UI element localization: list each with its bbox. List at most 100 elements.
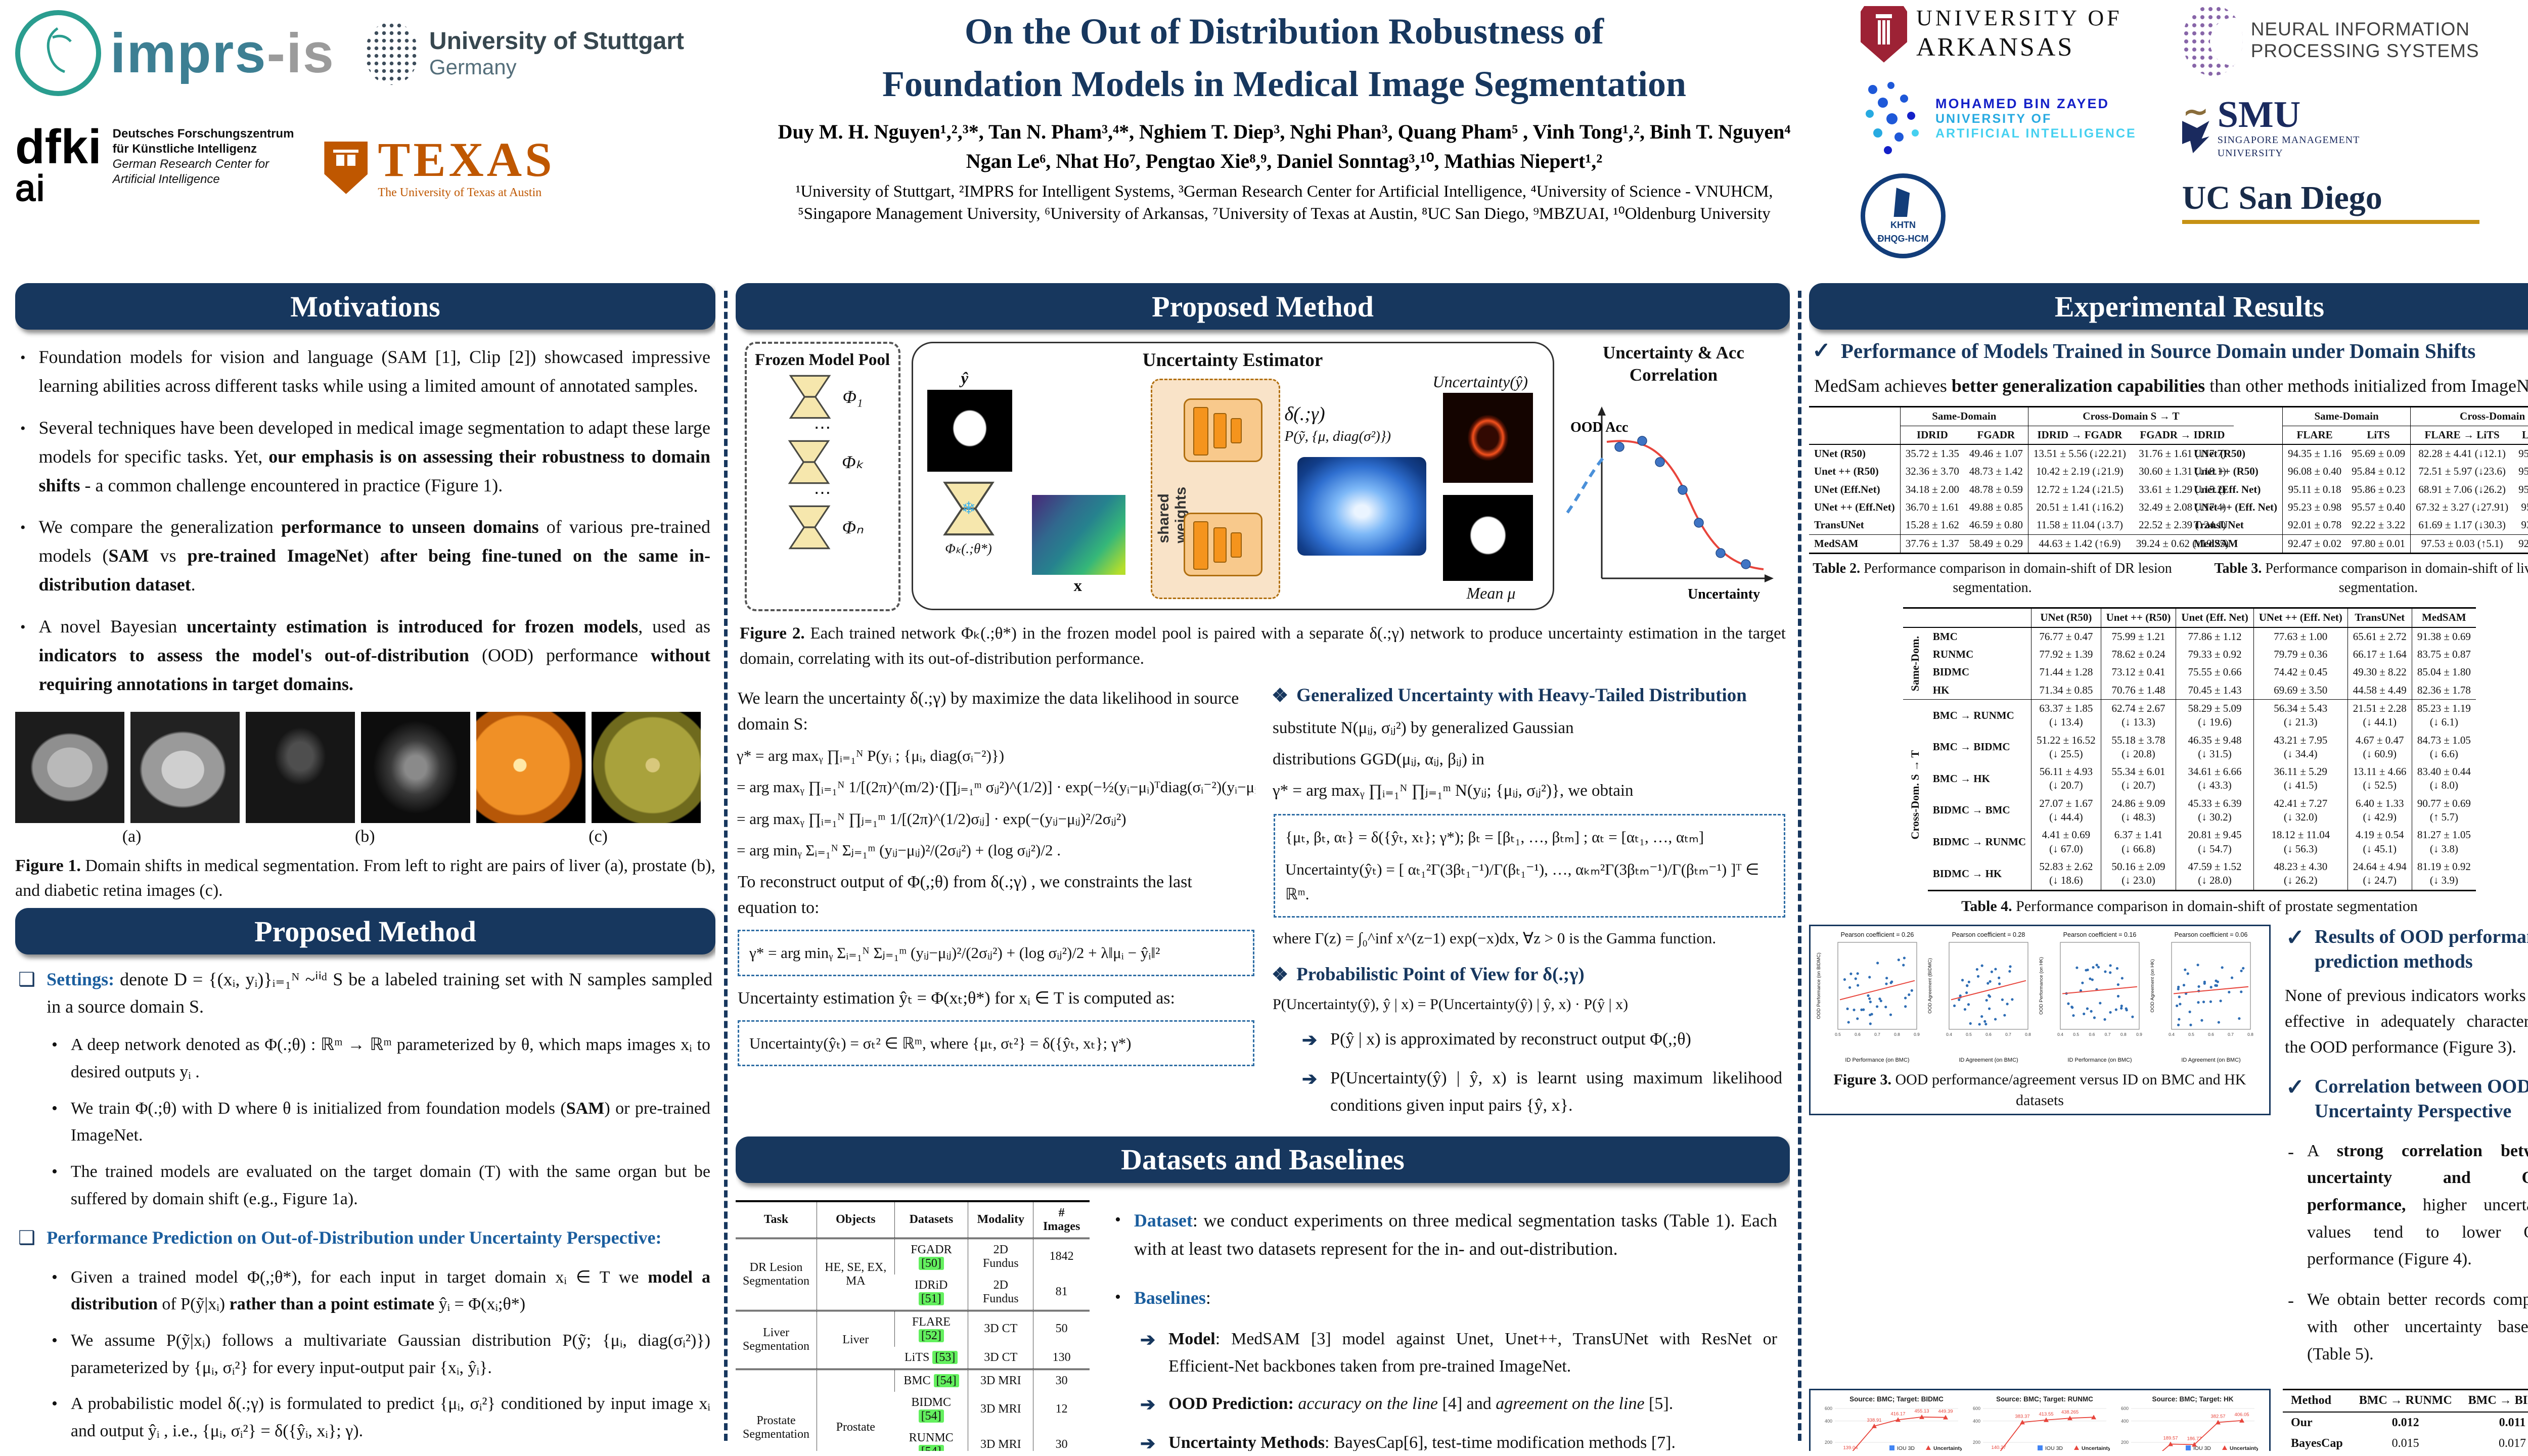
svg-text:0.9: 0.9 — [2136, 1032, 2142, 1037]
svg-text:455.13: 455.13 — [1914, 1408, 1929, 1414]
network-hourglass-icon — [789, 375, 831, 419]
column-header: # Images — [1033, 1200, 1090, 1239]
affiliations-line2: ⁵Singapore Management University, ⁶Unive… — [798, 205, 1771, 223]
network-hourglass-icon — [788, 440, 830, 484]
header-logos-right: UNIVERSITY OF ARKANSAS MOHAMED BIN ZAYED… — [1861, 5, 2528, 259]
stuttgart-name: University of Stuttgart — [429, 27, 684, 55]
delta-network-panel: shared weights — [1150, 379, 1280, 599]
value-cell: 82.36 ± 1.78 — [2411, 681, 2476, 700]
table-row: Liver Segmentation Liver FLARE [52] 3D CT 50 — [736, 1309, 1090, 1370]
value-cell: 76.77 ± 0.47 — [2031, 627, 2101, 646]
svg-text:IOU 3D: IOU 3D — [1897, 1445, 1915, 1451]
mbzuai-logo: MOHAMED BIN ZAYED UNIVERSITY OF ARTIFICI… — [1861, 80, 2137, 156]
yhat-mask-image — [927, 390, 1012, 472]
svg-text:Pearson coefficient = 0.28: Pearson coefficient = 0.28 — [1952, 931, 2025, 938]
table-row: BMC → BIDMC 51.22 ± 16.52 (↓ 25.5) 55.18 ±… — [1903, 731, 2476, 763]
neurips-text-1: NEURAL INFORMATION — [2250, 19, 2470, 40]
svg-text:0.7: 0.7 — [2228, 1032, 2234, 1037]
value-cell: 32.49 ± 2.08 (↓17.4) — [2139, 500, 2226, 513]
column-header: LiTS → FLARE — [2513, 426, 2528, 445]
table-body: UNet (R50) 94.35 ± 1.16 95.69 ± 0.09 82.28 … — [2189, 444, 2528, 554]
svg-text:0.7: 0.7 — [2005, 1032, 2011, 1037]
table2: Same-Domain Cross-Domain S → T IDRID FGADR I… — [1809, 406, 2234, 554]
svg-text:600: 600 — [1825, 1406, 1832, 1411]
value-cell: 72.51 ± 5.97 (↓23.6) — [2410, 463, 2514, 481]
model-name-cell: MedSAM — [1809, 534, 1901, 554]
frozen-pool-title: Frozen Model Pool — [755, 351, 890, 369]
bullet-text: Given a trained model Φ(,;θ*), for each … — [70, 1267, 710, 1314]
value-cell: 79.33 ± 0.92 — [2176, 646, 2254, 664]
smu-subtext-1: SINGAPORE MANAGEMENT — [2217, 134, 2360, 146]
value-cell: 44.58 ± 4.49 — [2347, 681, 2412, 700]
task-cell: Prostate Segmentation — [736, 1368, 817, 1451]
corner-cell — [1903, 607, 1928, 628]
table-body: Same-Dom. BMC 76.77 ± 0.47 75.99 ± 1.21 77.8… — [1903, 627, 2476, 891]
svg-text:0.4: 0.4 — [1946, 1032, 1952, 1037]
group-label: Same-Dom. — [1909, 635, 1922, 692]
table-row: UNet ++ (Eff. Net) 95.23 ± 0.98 95.57 ± 0.… — [2189, 498, 2528, 517]
stuttgart-logo: University of Stuttgart Germany — [365, 21, 684, 85]
value-cell: 49.30 ± 8.22 — [2347, 663, 2412, 681]
figure3-scatter-panel: Pearson coefficient = 0.28 0.4 0.5 0.6 0.7 0.… — [1927, 931, 2031, 1063]
svg-text:406.05: 406.05 — [2234, 1412, 2249, 1418]
value-cell: 75.99 ± 1.21 — [2100, 627, 2176, 646]
value-cell: 35.72 ± 1.35 — [1900, 444, 1964, 463]
dataset-cell: LiTS [53] — [894, 1347, 968, 1370]
figure4-panels: Source: BMC; Target: BIDMC60040020080604… — [1814, 1393, 2266, 1451]
model-name-cell: UNet ++ (Eff.Net) — [1814, 500, 1895, 513]
ggd-parameters-line: {μₜ, βₜ, αₜ} = δ({ŷₜ, xₜ}; γ*); βₜ = [βₜ… — [1285, 828, 1704, 846]
model-name-cell: Unet ++ (R50) — [1814, 465, 1879, 478]
svg-text:Pearson coefficient = 0.06: Pearson coefficient = 0.06 — [2175, 931, 2248, 938]
value-cell: 4.67 ± 0.47 (↓ 60.9) — [2347, 731, 2412, 763]
table-row: IDRID FGADR IDRID → FGADR FGADR → IDRID — [1809, 426, 2234, 445]
dataset-cell: FLARE [52] — [894, 1309, 968, 1347]
svg-text:200: 200 — [2121, 1440, 2129, 1445]
column-header: Method — [2283, 1389, 2351, 1413]
bullet-text: OOD Prediction: accuracy on the line [4]… — [1168, 1394, 1674, 1413]
proposed-method-left-title: Proposed Method — [254, 915, 476, 948]
table-row: TransUNet 92.01 ± 0.78 92.22 ± 3.22 61.69 ±… — [2189, 516, 2528, 535]
value-cell: 84.73 ± 1.05 (↓ 6.6) — [2411, 731, 2476, 763]
motivations-header: Motivations — [15, 283, 715, 330]
value-cell: 47.59 ± 1.52 (↓ 28.0) — [2176, 857, 2254, 891]
proposed-method-left-header: Proposed Method — [15, 908, 715, 955]
figure1-labels: (a) (b) (c) — [15, 827, 715, 846]
smu-wordmark: SMU — [2217, 94, 2301, 135]
task-cell: Liver Segmentation — [736, 1309, 817, 1370]
value-cell: 56.34 ± 5.43 (↓ 21.3) — [2253, 699, 2348, 732]
value-cell: 55.18 ± 3.78 (↓ 20.8) — [2100, 731, 2176, 763]
svg-text:600: 600 — [2121, 1406, 2129, 1411]
value-cell: 20.51 ± 1.41 (↓16.2) — [2027, 498, 2131, 517]
domain-cell: BMC → RUNMC — [1927, 699, 2032, 732]
bullet-text: We train Φ(.;θ) with D where θ is initia… — [70, 1099, 710, 1145]
value-cell: 24.86 ± 9.09 (↓ 48.3) — [2100, 794, 2176, 827]
svg-text:140.27: 140.27 — [1991, 1445, 2006, 1450]
title-block: On the Out of Distribution Robustness of… — [723, 5, 1845, 225]
constrained-objective-equation: γ* = arg minᵧ Σᵢ₌₁ᴺ Σⱼ₌₁ᵐ (yᵢⱼ−μᵢⱼ)²/(2σ… — [738, 930, 1254, 976]
svg-text:IOU 3D: IOU 3D — [2045, 1445, 2063, 1451]
ood-results-block: ✓ Results of OOD performance prediction m… — [2283, 925, 2528, 1381]
bullet-icon: • — [20, 519, 26, 536]
value-cell: 81.27 ± 1.05 (↓ 3.8) — [2411, 826, 2476, 858]
ggd-uncertainty-line: Uncertainty(ŷₜ) = [ αₜ₁²Γ(3βₜ₁⁻¹)/Γ(βₜ₁⁻… — [1285, 860, 1759, 903]
delta-gamma-label: δ(.;γ) — [1284, 403, 1325, 425]
bullet-icon: • — [52, 1099, 58, 1118]
column-header: Modality — [968, 1200, 1033, 1239]
vnuhcm-sail-icon — [1893, 188, 1910, 217]
figure4-bar-panel: Source: BMC; Target: RUNMC60040020080604… — [1973, 1395, 2110, 1451]
images-count-cell: 30 — [1033, 1427, 1090, 1451]
neurips-swirl-icon — [2182, 5, 2243, 76]
dataset-name: BIDMC — [911, 1395, 952, 1409]
likelihood-derivation: We learn the uncertainty δ(.;γ) by maxim… — [736, 680, 1256, 1129]
figure1-image-strip — [15, 711, 715, 823]
svg-text:Pearson coefficient = 0.26: Pearson coefficient = 0.26 — [1841, 931, 1914, 938]
value-cell: 0.011 — [2499, 1416, 2526, 1429]
figure1-pair-label: (c) — [589, 827, 608, 846]
bullet-item: ➔ P(ŷ | x) is approximated by reconstruct… — [1302, 1026, 1782, 1055]
table-head: Same-Domain Cross-Domain S → T IDRID FGADR I… — [1809, 406, 2234, 445]
value-cell: 92.17 ± 0.24 (↓5.6) — [2513, 534, 2528, 554]
equation-line: γ* = arg maxᵧ ∏ᵢ₌₁ᴺ P(yᵢ ; {μᵢ, diag(σᵢ⁻… — [737, 747, 1005, 764]
modality-cell: 3D MRI — [968, 1427, 1033, 1451]
bullet-item: • Several techniques have been developed … — [20, 414, 710, 500]
